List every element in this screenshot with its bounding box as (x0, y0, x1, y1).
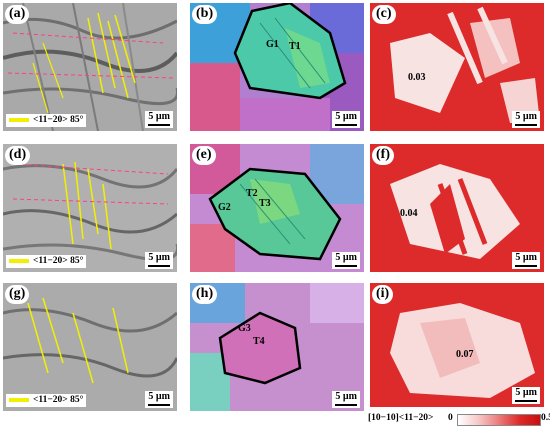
scale-text: 5 µm (335, 111, 357, 122)
scale-line (515, 400, 537, 402)
boundary-legend: <11−20> 85° (6, 394, 87, 407)
panel-label: (f) (372, 146, 394, 165)
colorbar-title: [10−10]<11−20> (368, 413, 434, 423)
scale-line (515, 265, 537, 267)
schmid-value: 0.07 (456, 349, 474, 360)
scale-line (335, 404, 357, 406)
boundary-legend: <11−20> 85° (6, 255, 87, 268)
scale-line (335, 124, 357, 126)
ipf-map-e (190, 144, 364, 272)
scale-text: 5 µm (335, 391, 357, 402)
scale-bar: 5 µm (145, 111, 173, 128)
panel-h: (h) G3 T4 5 µm (190, 283, 364, 411)
scale-text: 5 µm (515, 111, 537, 122)
twin-label-t3: T3 (259, 198, 271, 209)
panel-label: (b) (192, 5, 218, 24)
panel-e: (e) G2 T2 T3 5 µm (190, 144, 364, 272)
schmid-colorbar: [10−10]<11−20> 0 0.5 (368, 409, 550, 431)
panel-f: (f) 0.04 5 µm (370, 144, 544, 272)
panel-label: (i) (372, 285, 394, 304)
panel-c: (c) 0.03 5 µm (370, 3, 544, 131)
grain-label-g1: G1 (266, 39, 279, 50)
colorbar-min: 0 (448, 413, 453, 423)
scale-line (148, 265, 170, 267)
micrograph-grayscale-d (3, 144, 177, 272)
boundary-legend: <11−20> 85° (6, 114, 87, 127)
micrograph-grayscale-a (3, 3, 177, 131)
scale-text: 5 µm (148, 252, 170, 263)
panel-a: (a) <11−20> 85° 5 µm (3, 3, 177, 131)
boundary-legend-text: <11−20> 85° (33, 115, 84, 125)
scale-line (515, 124, 537, 126)
panel-label: (a) (5, 5, 30, 24)
grain-label-g3: G3 (238, 323, 251, 334)
scale-bar: 5 µm (332, 391, 360, 408)
panel-b: (b) G1 T1 5 µm (190, 3, 364, 131)
panel-g: (g) <11−20> 85° 5 µm (3, 283, 177, 411)
yellow-line-swatch (9, 398, 29, 402)
panel-label: (c) (372, 5, 396, 24)
scale-text: 5 µm (515, 387, 537, 398)
scale-text: 5 µm (515, 252, 537, 263)
yellow-line-swatch (9, 118, 29, 122)
scale-bar: 5 µm (145, 391, 173, 408)
colorbar-max: 0.5 (541, 413, 550, 423)
twin-label-t2: T2 (246, 188, 258, 199)
twin-label-t4: T4 (253, 336, 265, 347)
twin-label-t1: T1 (289, 41, 301, 52)
scale-text: 5 µm (148, 391, 170, 402)
schmid-value: 0.04 (400, 208, 418, 219)
scale-text: 5 µm (148, 111, 170, 122)
scale-text: 5 µm (335, 252, 357, 263)
ipf-map-h (190, 283, 364, 411)
panel-label: (g) (5, 285, 30, 304)
boundary-legend-text: <11−20> 85° (33, 256, 84, 266)
panel-i: (i) 0.07 5 µm (370, 283, 544, 407)
grain-label-g2: G2 (218, 202, 231, 213)
micrograph-grayscale-g (3, 283, 177, 411)
yellow-line-swatch (9, 259, 29, 263)
panel-label: (d) (5, 146, 31, 165)
schmid-map-f (370, 144, 544, 272)
scale-bar: 5 µm (145, 252, 173, 269)
schmid-map-c (370, 3, 544, 131)
scale-bar: 5 µm (512, 387, 540, 404)
scale-line (148, 124, 170, 126)
scale-line (148, 404, 170, 406)
schmid-value: 0.03 (408, 72, 426, 83)
scale-bar: 5 µm (512, 111, 540, 128)
ipf-map-b (190, 3, 364, 131)
scale-bar: 5 µm (332, 252, 360, 269)
panel-label: (h) (192, 285, 218, 304)
panel-d: (d) <11−20> 85° 5 µm (3, 144, 177, 272)
scale-line (335, 265, 357, 267)
scale-bar: 5 µm (332, 111, 360, 128)
scale-bar: 5 µm (512, 252, 540, 269)
colorbar-gradient (457, 414, 541, 426)
boundary-legend-text: <11−20> 85° (33, 395, 84, 405)
panel-label: (e) (192, 146, 216, 165)
schmid-map-i (370, 283, 544, 407)
